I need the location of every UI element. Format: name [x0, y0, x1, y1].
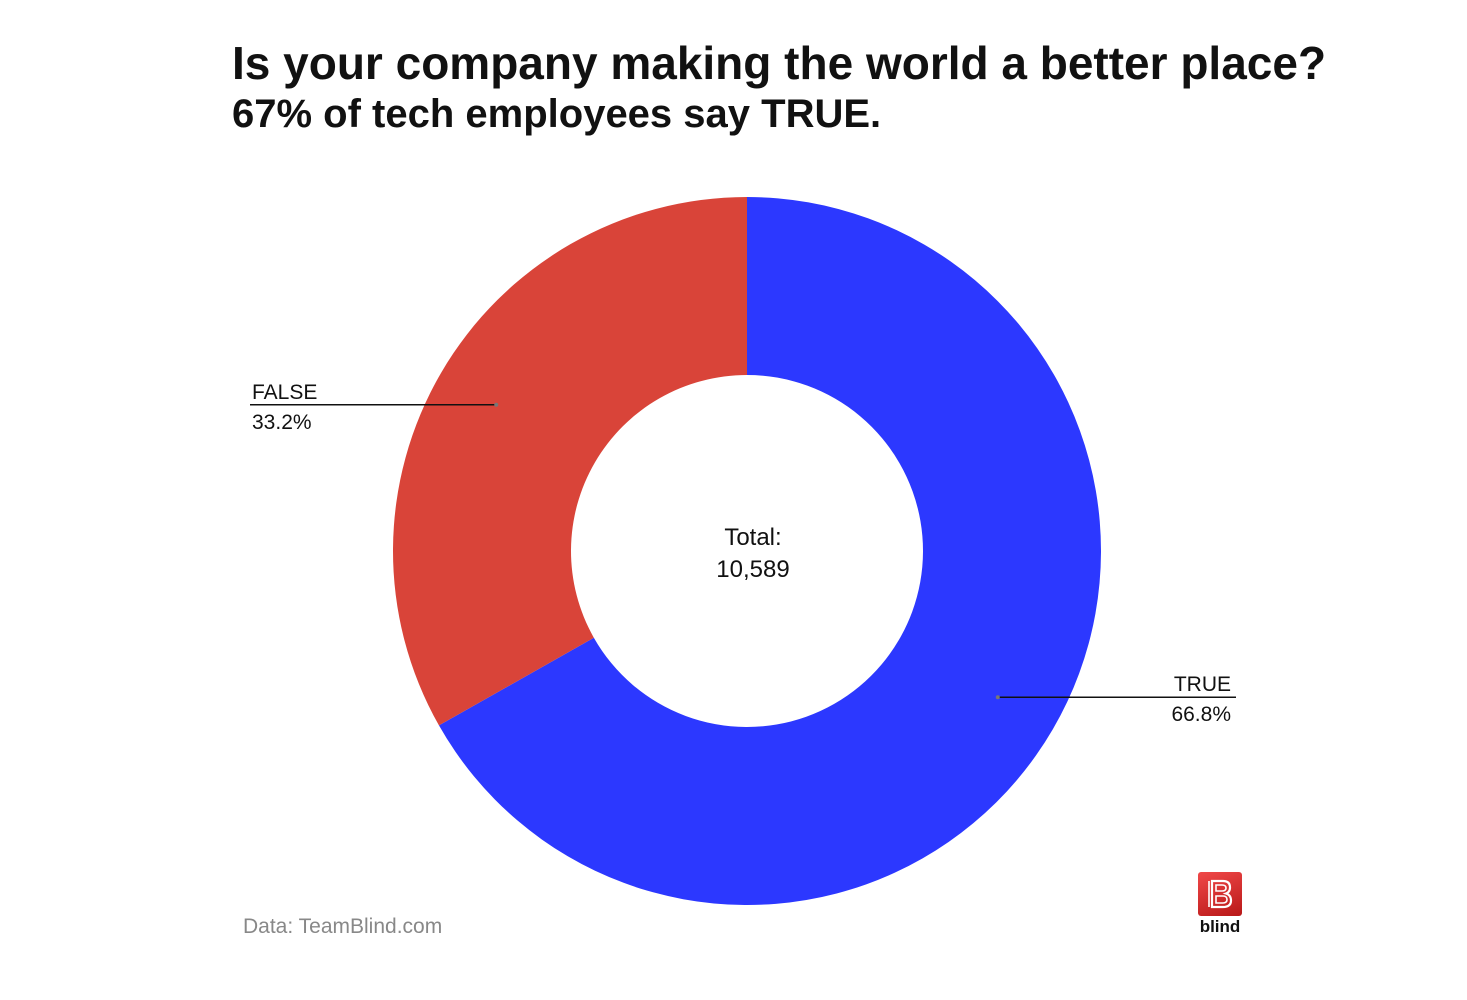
blind-logo-icon — [1198, 872, 1242, 916]
leader-dot-false — [494, 402, 499, 407]
slice-value-false: 33.2% — [252, 411, 312, 434]
chart-subtitle: 67% of tech employees say TRUE. — [232, 92, 882, 136]
chart-title: Is your company making the world a bette… — [232, 37, 1327, 89]
center-label-count: 10,589 — [716, 556, 789, 583]
leader-dot-true — [995, 695, 1000, 700]
slice-false — [392, 197, 747, 726]
blind-logo: blind — [1196, 872, 1244, 937]
blind-logo-text: blind — [1199, 917, 1241, 936]
slice-value-true: 66.8% — [1171, 703, 1231, 726]
slice-true — [438, 197, 1101, 905]
slice-label-true: TRUE — [1174, 673, 1231, 696]
slice-label-false: FALSE — [252, 381, 317, 404]
center-label-total: Total: — [724, 524, 781, 551]
data-source-note: Data: TeamBlind.com — [243, 915, 443, 938]
